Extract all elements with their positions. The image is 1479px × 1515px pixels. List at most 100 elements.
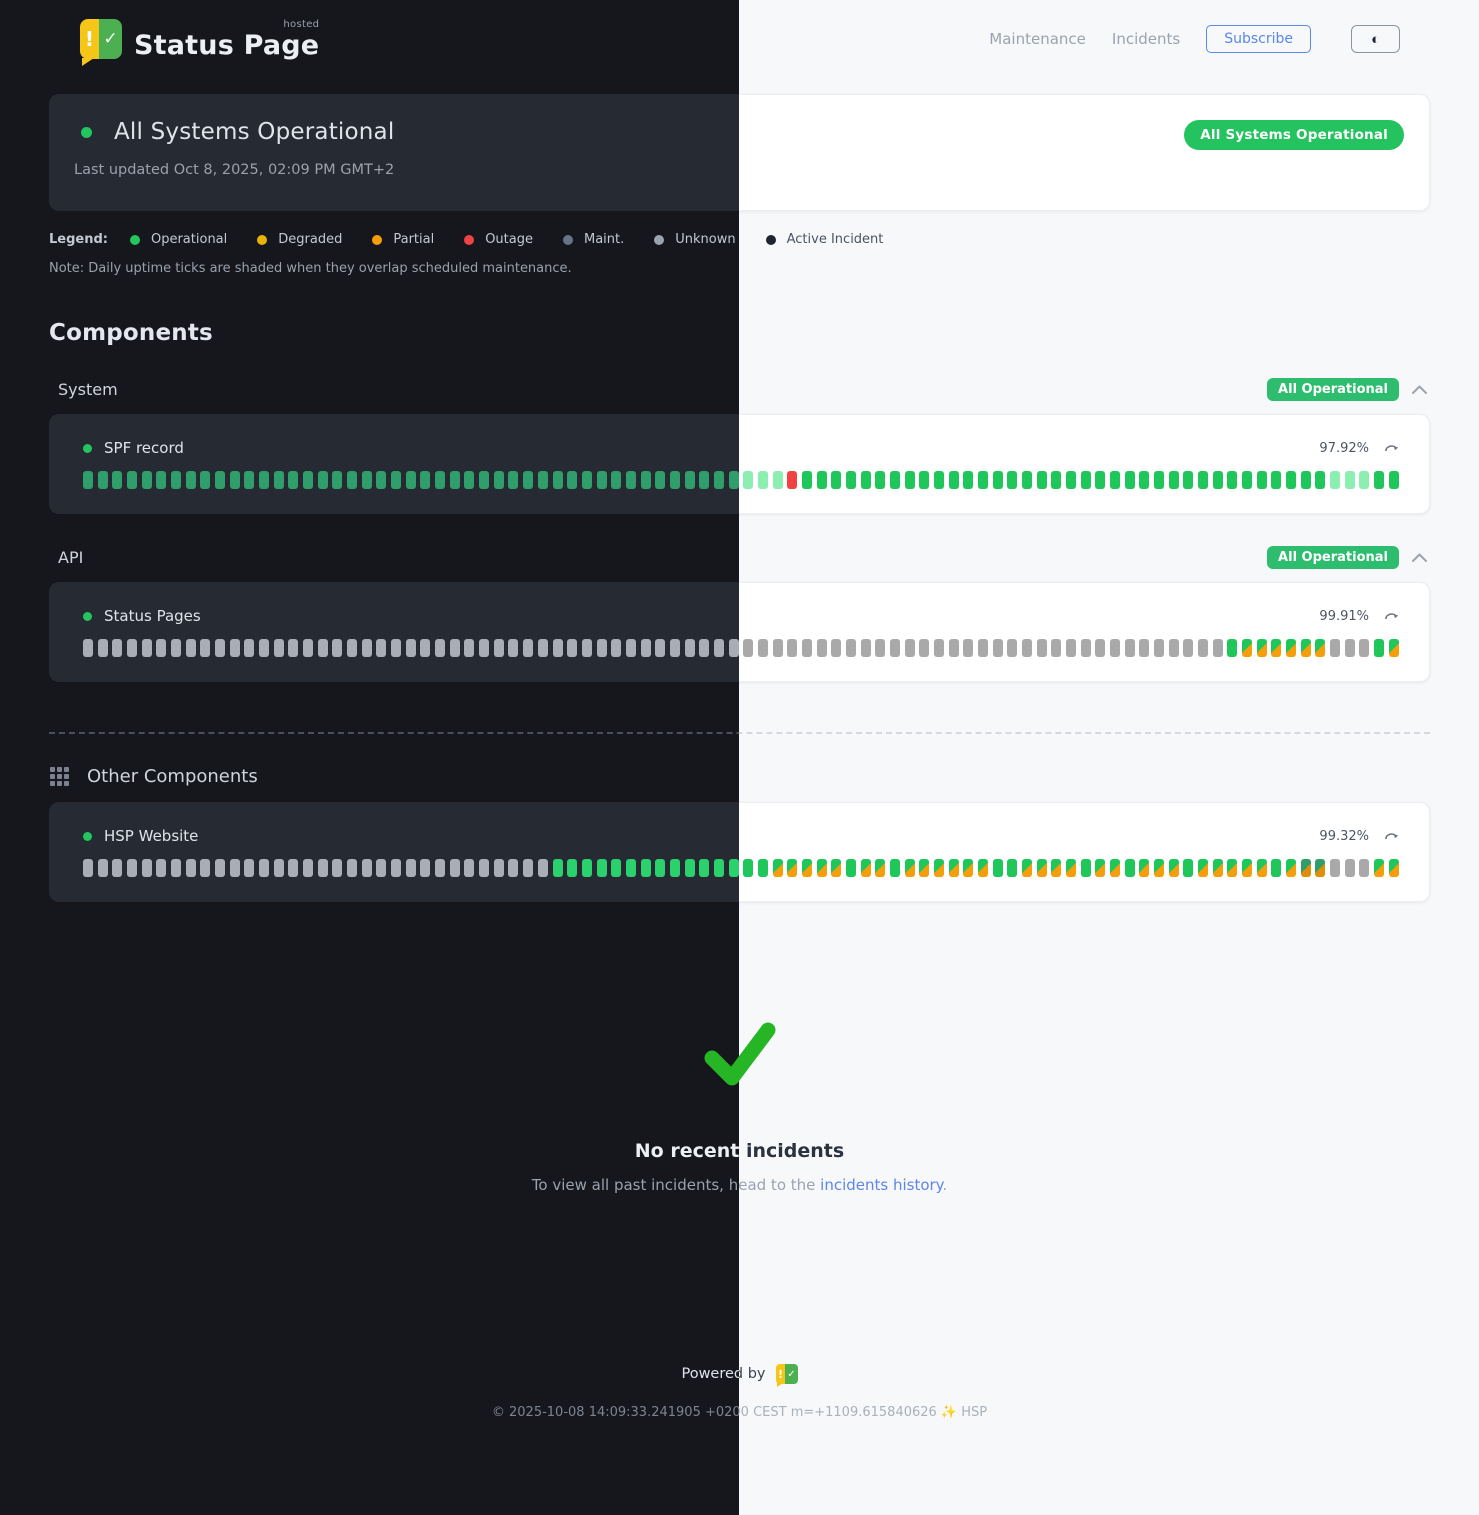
uptime-tick[interactable] (1066, 859, 1077, 877)
uptime-tick[interactable] (992, 639, 1003, 657)
uptime-tick[interactable] (699, 639, 710, 657)
uptime-tick[interactable] (713, 639, 724, 657)
uptime-tick[interactable] (640, 639, 651, 657)
uptime-tick[interactable] (1095, 859, 1106, 877)
uptime-tick[interactable] (1256, 471, 1267, 489)
uptime-tick[interactable] (611, 471, 622, 489)
brand-logo[interactable]: ! ✓ hosted Status Page (80, 19, 319, 66)
uptime-tick[interactable] (611, 859, 622, 877)
uptime-tick[interactable] (464, 639, 475, 657)
uptime-tick[interactable] (141, 471, 152, 489)
uptime-tick[interactable] (1271, 471, 1282, 489)
uptime-tick[interactable] (508, 859, 519, 877)
uptime-tick[interactable] (904, 859, 915, 877)
uptime-tick[interactable] (1154, 859, 1165, 877)
uptime-tick[interactable] (933, 471, 944, 489)
uptime-tick[interactable] (743, 639, 754, 657)
uptime-tick[interactable] (699, 859, 710, 877)
uptime-tick[interactable] (523, 471, 534, 489)
uptime-tick[interactable] (875, 471, 886, 489)
uptime-tick[interactable] (244, 859, 255, 877)
uptime-tick[interactable] (684, 859, 695, 877)
uptime-tick[interactable] (215, 639, 226, 657)
uptime-tick[interactable] (127, 471, 138, 489)
uptime-tick[interactable] (215, 859, 226, 877)
uptime-tick[interactable] (977, 859, 988, 877)
uptime-tick[interactable] (1256, 859, 1267, 877)
uptime-tick[interactable] (831, 471, 842, 489)
uptime-tick[interactable] (361, 639, 372, 657)
uptime-tick[interactable] (1022, 639, 1032, 657)
uptime-tick[interactable] (552, 471, 563, 489)
uptime-tick[interactable] (655, 471, 666, 489)
uptime-tick[interactable] (948, 471, 959, 489)
uptime-tick[interactable] (347, 639, 358, 657)
uptime-tick[interactable] (699, 471, 710, 489)
uptime-tick[interactable] (1344, 639, 1355, 657)
uptime-tick[interactable] (816, 639, 827, 657)
uptime-tick[interactable] (1271, 639, 1282, 657)
uptime-tick[interactable] (1315, 639, 1326, 657)
uptime-tick[interactable] (801, 859, 812, 877)
uptime-tick[interactable] (171, 639, 182, 657)
uptime-tick[interactable] (1066, 639, 1077, 657)
uptime-tick[interactable] (860, 471, 871, 489)
uptime-tick[interactable] (875, 639, 886, 657)
uptime-tick[interactable] (420, 859, 431, 877)
uptime-tick[interactable] (83, 859, 93, 877)
uptime-tick[interactable] (288, 639, 299, 657)
uptime-tick[interactable] (552, 859, 563, 877)
uptime-tick[interactable] (757, 639, 768, 657)
uptime-tick[interactable] (391, 859, 402, 877)
uptime-tick[interactable] (1051, 859, 1062, 877)
uptime-tick[interactable] (259, 859, 270, 877)
uptime-tick[interactable] (816, 859, 827, 877)
uptime-tick[interactable] (845, 639, 856, 657)
uptime-tick[interactable] (1036, 471, 1047, 489)
uptime-tick[interactable] (259, 471, 270, 489)
uptime-tick[interactable] (317, 639, 328, 657)
uptime-tick[interactable] (200, 471, 211, 489)
uptime-tick[interactable] (361, 859, 372, 877)
uptime-tick[interactable] (757, 859, 768, 877)
uptime-tick[interactable] (127, 859, 138, 877)
uptime-tick[interactable] (816, 471, 827, 489)
uptime-tick[interactable] (1300, 859, 1311, 877)
uptime-tick[interactable] (391, 471, 402, 489)
uptime-tick[interactable] (904, 639, 915, 657)
uptime-tick[interactable] (1198, 639, 1209, 657)
uptime-tick[interactable] (1154, 639, 1165, 657)
uptime-tick[interactable] (479, 639, 490, 657)
uptime-tick[interactable] (611, 639, 622, 657)
uptime-tick[interactable] (303, 471, 314, 489)
uptime-tick[interactable] (303, 859, 314, 877)
uptime-tick[interactable] (83, 471, 93, 489)
uptime-tick[interactable] (1022, 471, 1032, 489)
uptime-tick[interactable] (288, 471, 299, 489)
uptime-tick[interactable] (904, 471, 915, 489)
uptime-tick[interactable] (1007, 471, 1018, 489)
uptime-tick[interactable] (127, 639, 138, 657)
uptime-tick[interactable] (787, 471, 798, 489)
uptime-tick[interactable] (743, 471, 754, 489)
uptime-tick[interactable] (347, 471, 358, 489)
subscribe-button[interactable]: Subscribe (1206, 25, 1311, 53)
uptime-tick[interactable] (405, 859, 416, 877)
uptime-tick[interactable] (1051, 471, 1062, 489)
uptime-tick[interactable] (1359, 471, 1370, 489)
uptime-tick[interactable] (112, 471, 123, 489)
uptime-tick[interactable] (273, 471, 284, 489)
uptime-tick[interactable] (1242, 471, 1253, 489)
uptime-tick[interactable] (361, 471, 372, 489)
uptime-tick[interactable] (97, 639, 108, 657)
uptime-tick[interactable] (1183, 471, 1194, 489)
uptime-tick[interactable] (1286, 859, 1297, 877)
uptime-tick[interactable] (919, 639, 930, 657)
uptime-tick[interactable] (171, 859, 182, 877)
uptime-tick[interactable] (1198, 471, 1209, 489)
uptime-tick[interactable] (992, 859, 1003, 877)
uptime-tick[interactable] (508, 639, 519, 657)
uptime-tick[interactable] (1227, 859, 1238, 877)
uptime-tick[interactable] (259, 639, 270, 657)
uptime-tick[interactable] (1095, 471, 1106, 489)
